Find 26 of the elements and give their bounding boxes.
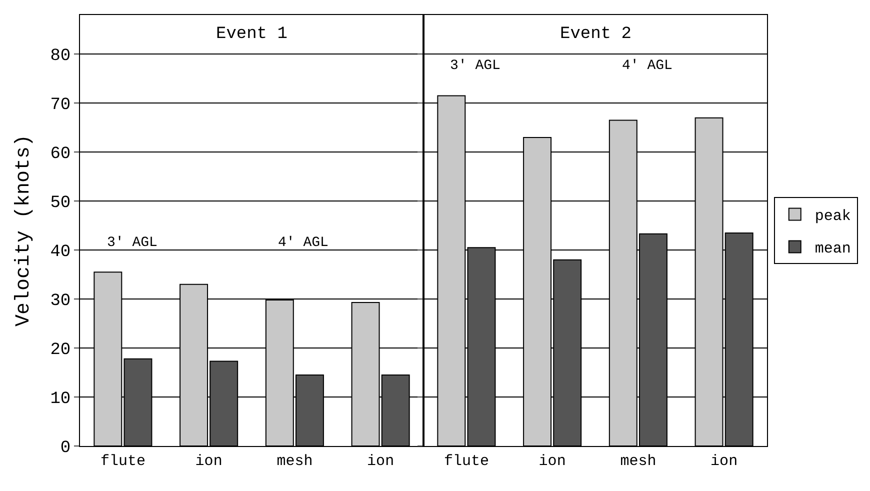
y-axis-title: Velocity (knots) [12, 134, 36, 327]
x-tick-label: ion [195, 453, 222, 470]
x-tick-label: ion [367, 453, 394, 470]
x-tick-label: ion [538, 453, 566, 470]
y-tick-label: 70 [50, 96, 71, 116]
x-tick-label: flute [444, 453, 489, 470]
x-tick-label: ion [710, 453, 738, 470]
text: Event 2 [560, 25, 632, 44]
y-tick-label: 60 [50, 145, 71, 164]
y-tick-label: 20 [50, 341, 71, 360]
y-tick-label: 50 [50, 194, 71, 214]
x-tick-label: mesh [620, 453, 656, 470]
y-tick-label: 40 [50, 243, 71, 262]
x-tick-label: mesh [276, 453, 313, 470]
text: Event 1 [216, 25, 288, 44]
annotation: 4' AGL [278, 235, 328, 251]
y-tick-label: 80 [50, 47, 71, 66]
y-tick-label: 30 [50, 292, 71, 312]
y-tick-label: 10 [50, 390, 71, 409]
y-tick-label: 0 [60, 438, 71, 458]
annotation: 4' AGL [622, 58, 672, 74]
annotation: 3' AGL [450, 58, 500, 74]
legend-label: peak [814, 208, 851, 226]
annotation: 3' AGL [107, 235, 158, 251]
legend-label: mean [814, 240, 851, 258]
x-tick-label: flute [100, 453, 146, 470]
